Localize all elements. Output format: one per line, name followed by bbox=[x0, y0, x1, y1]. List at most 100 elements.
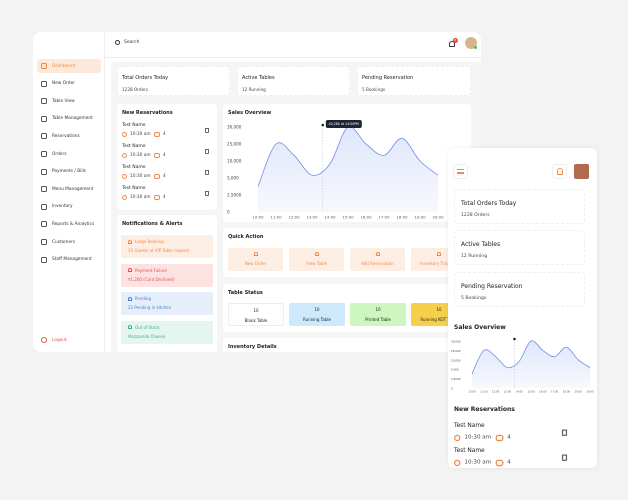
reservation-meta: 10:30 am 4 bbox=[122, 132, 166, 137]
alert-item[interactable]: Large Booking 10 Guests at VIP Table requ… bbox=[121, 235, 213, 258]
quick-action-button[interactable]: View Table bbox=[289, 248, 344, 271]
delete-icon[interactable] bbox=[561, 429, 568, 436]
online-status-dot bbox=[474, 46, 477, 49]
guest-count: 4 bbox=[163, 174, 166, 179]
sidebar-item-menu-management[interactable]: Menu Management bbox=[37, 182, 101, 196]
y-tick-label: 25,000 bbox=[451, 349, 461, 353]
reservation-item: Test Name 10:30 am 4 bbox=[122, 123, 212, 145]
table-status-item[interactable]: 10 Running Table bbox=[289, 303, 345, 326]
logout-icon bbox=[41, 337, 47, 343]
wallet-icon bbox=[41, 168, 47, 175]
sidebar-item-new-order[interactable]: New Order bbox=[37, 77, 101, 91]
table-status-item[interactable]: 10 Blank Table bbox=[228, 303, 284, 326]
reservation-item: Test Name 10:30 am 4 bbox=[454, 423, 571, 452]
bell-icon[interactable] bbox=[449, 41, 455, 47]
x-tick-label: 13:00 bbox=[306, 215, 318, 220]
alert-icon bbox=[128, 325, 132, 329]
action-icon bbox=[314, 252, 319, 256]
action-icon bbox=[375, 252, 380, 256]
card-title: Table Status bbox=[228, 290, 263, 296]
alert-title: Payment Failure bbox=[135, 267, 167, 273]
alert-item[interactable]: Payment Failure ₹1,200 (Card Declined) bbox=[121, 263, 213, 287]
stat-card-reservations: Pending Reservation 5 Bookings bbox=[357, 66, 471, 96]
guests-icon bbox=[495, 459, 504, 467]
delete-icon[interactable] bbox=[205, 128, 209, 133]
action-icon bbox=[436, 252, 441, 256]
x-tick-label: 17:00 bbox=[551, 389, 559, 393]
stat-title: Pending Reservation bbox=[362, 75, 414, 81]
card-title: Quick Action bbox=[228, 234, 264, 240]
delete-icon[interactable] bbox=[205, 149, 209, 154]
x-tick-label: 16:00 bbox=[539, 389, 547, 393]
hover-marker bbox=[321, 123, 325, 127]
sidebar-item-table-view[interactable]: Table View bbox=[37, 94, 101, 108]
alert-item[interactable]: Out of Stock Mozzarella Cheese bbox=[121, 320, 213, 344]
avatar[interactable] bbox=[465, 37, 477, 49]
sidebar-item-customers[interactable]: Customers bbox=[37, 235, 101, 249]
orders-icon bbox=[41, 151, 47, 157]
guest-count: 4 bbox=[507, 459, 511, 467]
reservation-item: Test Name 10:30 am 4 bbox=[122, 144, 212, 166]
reservation-time: 10:30 am bbox=[130, 132, 151, 137]
quick-action-button[interactable]: Add Reservation bbox=[350, 248, 405, 271]
alert-item[interactable]: Pending 22 Pending in kitchen bbox=[121, 292, 213, 315]
alert-icon bbox=[128, 268, 132, 272]
search-input[interactable]: Search bbox=[115, 40, 139, 45]
sidebar-item-label: Reports & Analytics bbox=[52, 221, 95, 227]
sidebar-item-label: Inventory bbox=[52, 204, 73, 210]
stat-title: Total Orders Today bbox=[461, 200, 517, 207]
sidebar-item-label: Orders bbox=[52, 151, 67, 157]
sidebar-item-inventory[interactable]: Inventory bbox=[37, 200, 101, 214]
status-label: Running Table bbox=[302, 317, 331, 322]
y-tick-label: 5,000 bbox=[227, 176, 239, 181]
table-status-item[interactable]: 10 Printed Table bbox=[350, 303, 406, 326]
logout-button[interactable]: Logout bbox=[37, 333, 101, 347]
sidebar-item-dashboard[interactable]: Dashboard bbox=[37, 59, 101, 73]
clock-icon bbox=[122, 174, 127, 179]
mobile-chart-title: Sales Overview bbox=[454, 324, 506, 331]
alert-detail: Mozzarella Cheese bbox=[128, 333, 166, 339]
mobile-sales-chart: 30,000 25,000 10,000 5,000 2,5000 0 10:00 11:00… bbox=[451, 337, 594, 393]
x-tick-label: 17:00 bbox=[378, 215, 390, 220]
sidebar-item-payments-bills[interactable]: Payments / Bills bbox=[37, 165, 101, 179]
hover-marker bbox=[513, 337, 516, 341]
card-title: New Reservations bbox=[122, 110, 173, 116]
sidebar-item-table-management[interactable]: Table Management bbox=[37, 112, 101, 126]
x-tick-label: 18:00 bbox=[563, 389, 571, 393]
table-status-card: Table Status 10 Blank Table 10 Running Tabl… bbox=[223, 284, 471, 332]
chart-icon bbox=[41, 221, 47, 228]
search-icon bbox=[115, 40, 120, 45]
main-content: Total Orders Today 1228 Orders Active Tab… bbox=[111, 62, 481, 352]
y-tick-label: 30,000 bbox=[227, 125, 242, 130]
sales-overview-card: Sales Overview 30,000 25,000 10,000 5,000 2,… bbox=[223, 104, 471, 222]
menu-button[interactable] bbox=[453, 164, 468, 179]
guest-count: 4 bbox=[163, 132, 166, 137]
status-label: Running KOT Table bbox=[420, 317, 458, 322]
sidebar-item-label: New Order bbox=[52, 81, 75, 87]
quick-action-button[interactable]: New Order bbox=[228, 248, 283, 271]
delete-icon[interactable] bbox=[205, 170, 209, 175]
reservation-item: Test Name 10:30 am 4 bbox=[454, 448, 571, 468]
guests-icon bbox=[154, 153, 160, 158]
sidebar-item-label: Customers bbox=[52, 239, 76, 245]
sidebar-item-orders[interactable]: Orders bbox=[37, 147, 101, 161]
status-count: 10 bbox=[436, 307, 442, 312]
sidebar-item-staff-management[interactable]: Staff Management bbox=[37, 253, 101, 267]
delete-icon[interactable] bbox=[561, 454, 568, 461]
stat-value: 5 Bookings bbox=[362, 87, 386, 92]
notification-button[interactable] bbox=[552, 164, 567, 179]
alert-detail: 22 Pending in kitchen bbox=[128, 305, 172, 310]
y-tick-label: 30,000 bbox=[451, 340, 461, 344]
y-tick-label: 2,5000 bbox=[227, 193, 242, 198]
avatar[interactable] bbox=[574, 164, 589, 179]
stat-title: Active Tables bbox=[242, 75, 275, 81]
notification-badge: 3 bbox=[453, 38, 458, 43]
x-tick-label: 18:00 bbox=[396, 215, 408, 220]
delete-icon[interactable] bbox=[205, 191, 209, 196]
hamburger-icon bbox=[457, 169, 464, 174]
sidebar-item-reservations[interactable]: Reservations bbox=[37, 129, 101, 143]
desktop-window: Dashboard New Order Table View Table Manage… bbox=[33, 32, 481, 352]
sidebar-item-reports-analytics[interactable]: Reports & Analytics bbox=[37, 217, 101, 231]
action-icon bbox=[253, 252, 258, 256]
bell-icon bbox=[556, 168, 563, 175]
